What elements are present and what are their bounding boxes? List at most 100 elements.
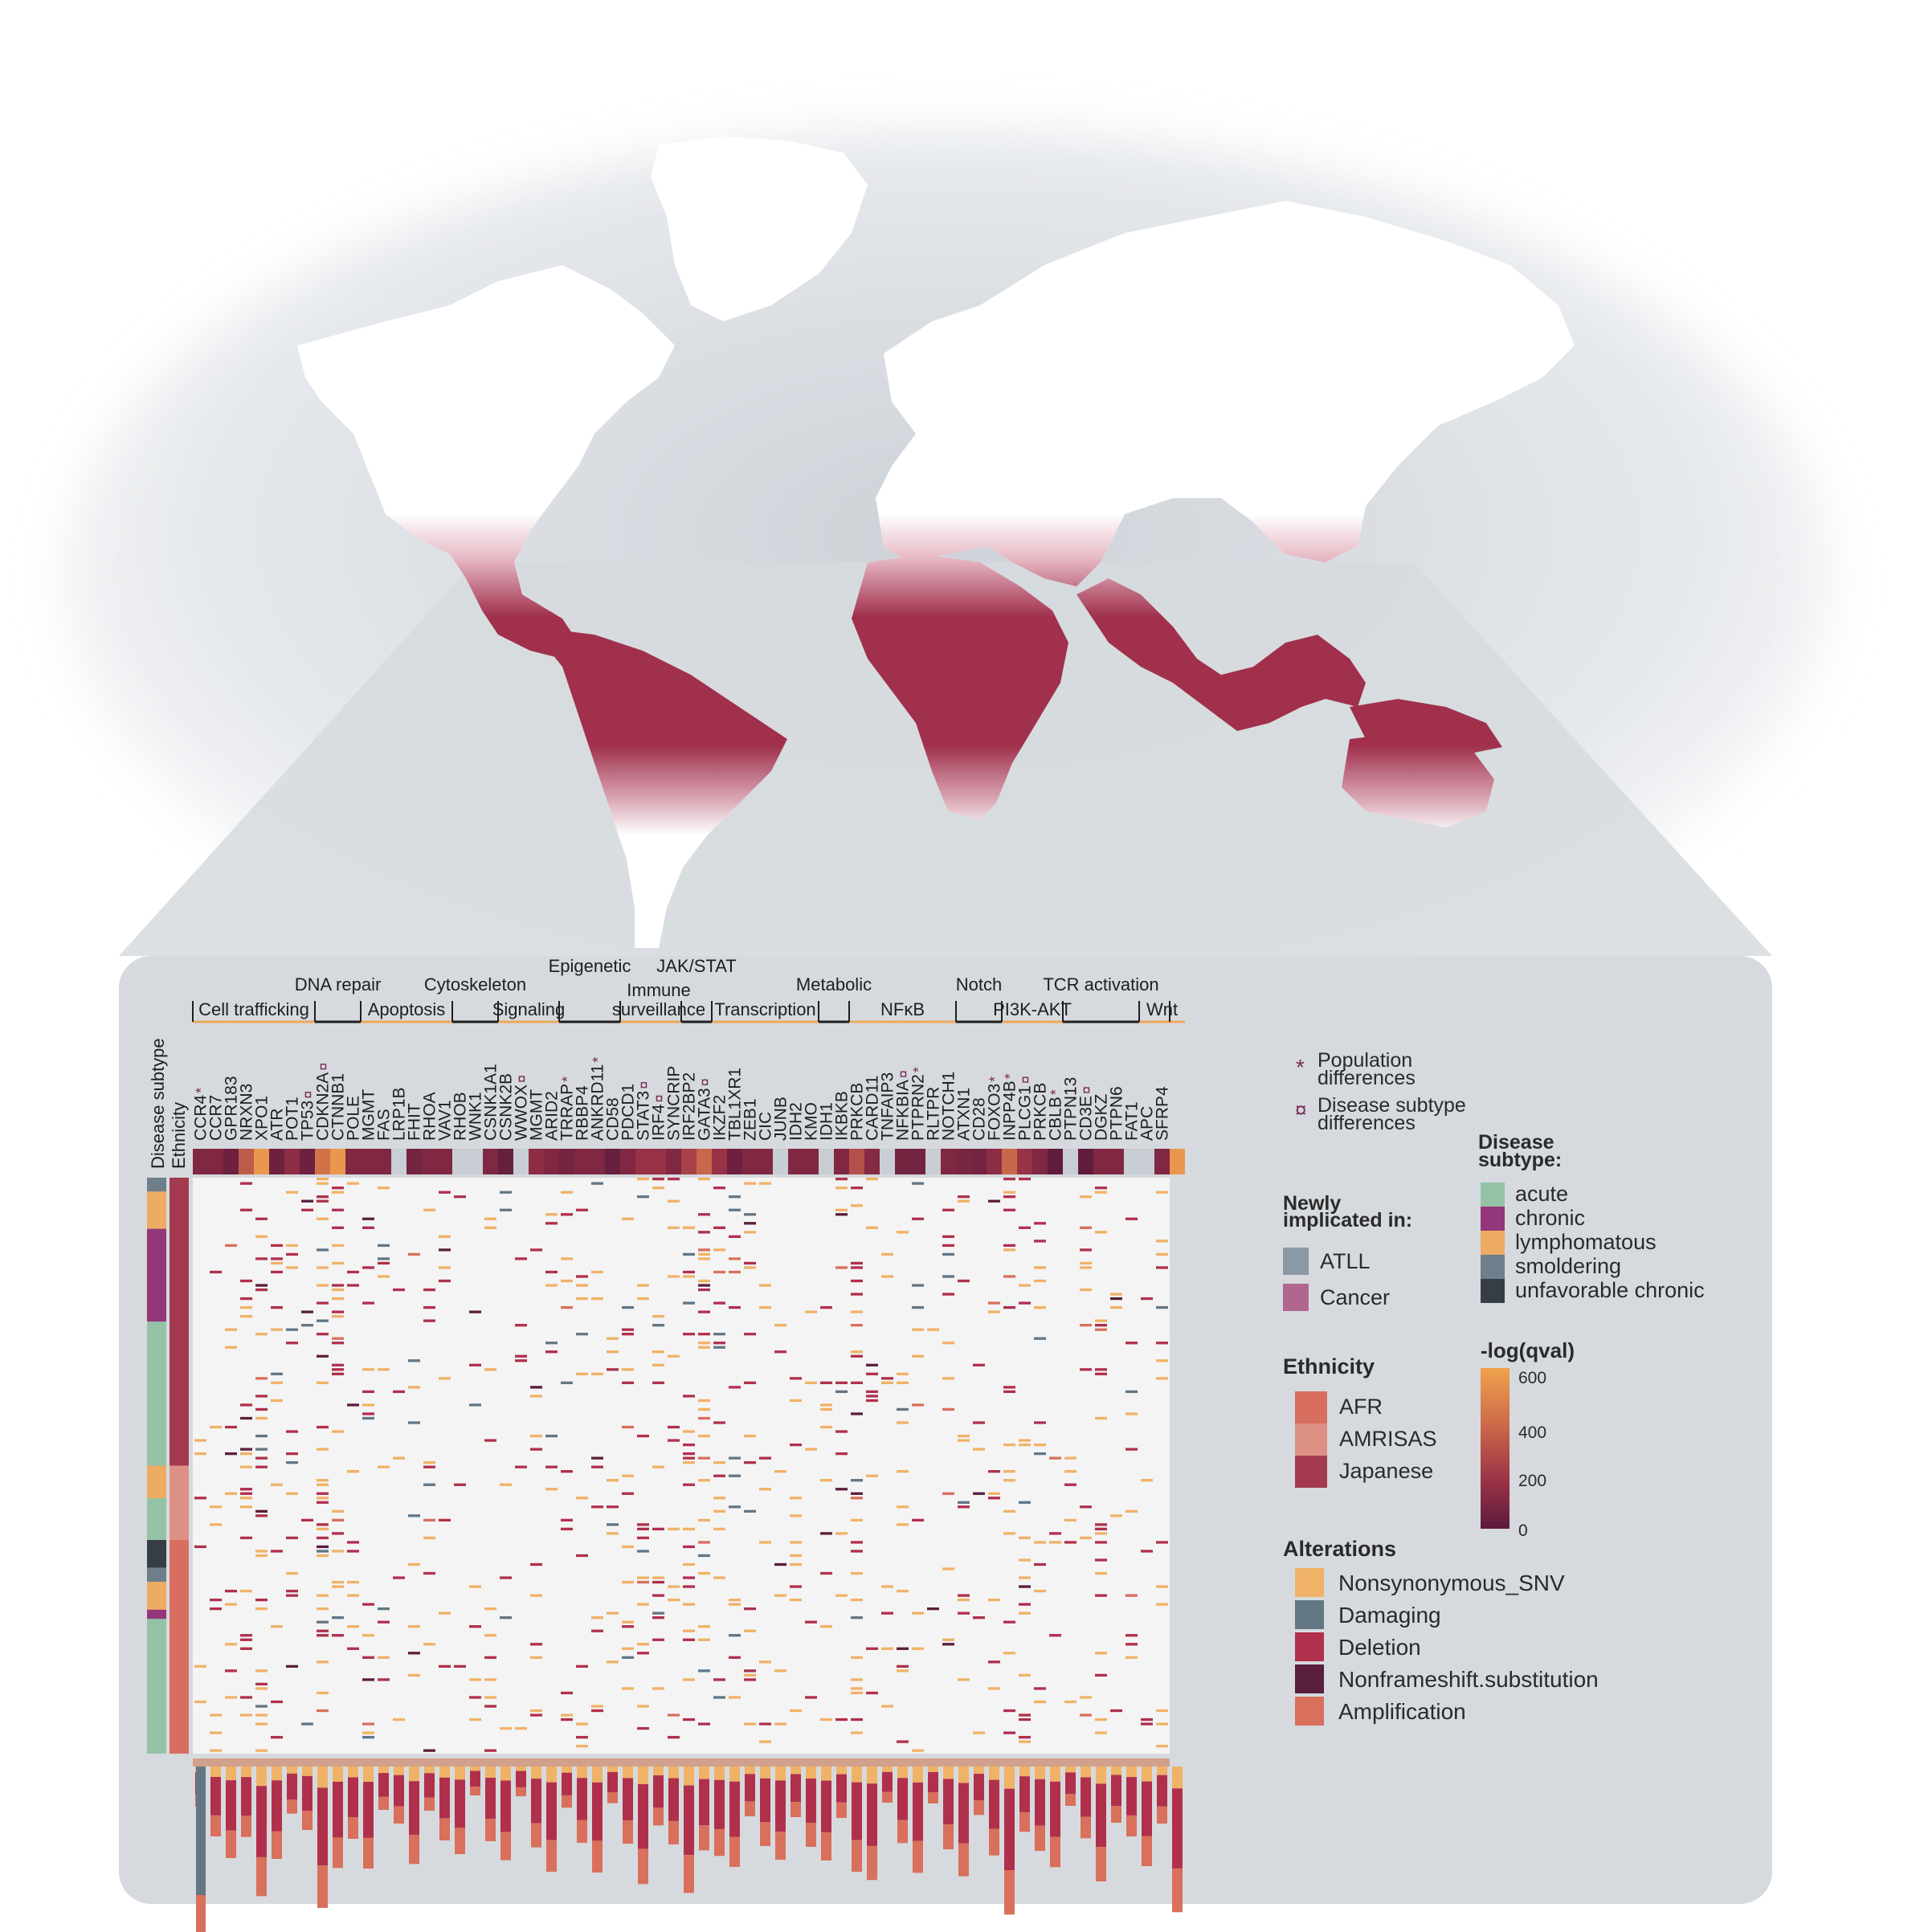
frequency-bar <box>607 1771 618 1792</box>
alteration-cell <box>897 1669 909 1673</box>
alteration-cell <box>1095 1673 1107 1677</box>
frequency-bar <box>1004 1767 1015 1789</box>
alteration-cell <box>713 1696 725 1699</box>
alteration-cell <box>683 1460 695 1464</box>
alteration-cell <box>500 1483 512 1486</box>
alteration-cell <box>759 1722 771 1726</box>
frequency-bar <box>638 1848 648 1885</box>
alteration-cell <box>1003 1305 1015 1309</box>
alteration-cell <box>484 1368 496 1371</box>
alteration-cell <box>454 1195 466 1199</box>
frequency-bar <box>653 1775 664 1808</box>
qval-cell <box>834 1149 849 1174</box>
legend-swatch <box>1481 1279 1505 1303</box>
alteration-cell <box>286 1266 298 1269</box>
alteration-cell <box>240 1465 252 1468</box>
alteration-cell <box>637 1523 649 1526</box>
alteration-cell <box>698 1479 710 1482</box>
alteration-cell <box>1019 1673 1031 1677</box>
gene-label: PLCG1¤ <box>1016 1076 1035 1141</box>
alteration-cell <box>729 1603 741 1606</box>
alteration-cell <box>255 1682 268 1686</box>
mark-text: differences <box>1318 1112 1416 1134</box>
alteration-cell <box>225 1696 237 1699</box>
alteration-cell <box>500 1616 512 1620</box>
qval-cell <box>376 1149 391 1174</box>
alteration-cell <box>729 1257 741 1260</box>
alteration-cell <box>317 1620 329 1624</box>
alteration-cell <box>255 1749 268 1752</box>
gene-label: ATR <box>268 1109 287 1141</box>
frequency-bar <box>1096 1847 1106 1881</box>
qval-cell <box>910 1149 925 1174</box>
alteration-cell <box>286 1430 298 1433</box>
alteration-cell <box>958 1199 970 1203</box>
alteration-cell <box>317 1483 329 1486</box>
alteration-cell <box>897 1523 909 1526</box>
alteration-cell <box>561 1470 573 1473</box>
frequency-bar <box>516 1767 526 1771</box>
alteration-cell <box>1019 1178 1031 1181</box>
mark-symbol: * <box>1296 1055 1305 1080</box>
frequency-bar <box>974 1800 984 1816</box>
alteration-cell <box>713 1460 725 1464</box>
alteration-cell <box>1080 1266 1092 1269</box>
alteration-cell <box>851 1598 863 1602</box>
alteration-cell <box>759 1541 771 1544</box>
alteration-cell <box>744 1509 756 1513</box>
alteration-cell <box>668 1585 680 1588</box>
alteration-cell <box>591 1465 603 1468</box>
gene-label: GPR183 <box>223 1076 241 1141</box>
alteration-cell <box>622 1492 634 1495</box>
alteration-cell <box>622 1656 634 1659</box>
frequency-bar <box>562 1795 572 1808</box>
alteration-cell <box>774 1669 786 1673</box>
alteration-cell <box>851 1731 863 1734</box>
alteration-cell <box>317 1178 329 1181</box>
alteration-cell <box>668 1226 680 1229</box>
frequency-bar <box>546 1767 557 1783</box>
alteration-cell <box>1110 1305 1122 1309</box>
alteration-cell <box>317 1594 329 1597</box>
qval-cell <box>574 1149 590 1174</box>
alteration-cell <box>1003 1248 1015 1252</box>
alteration-cell <box>530 1562 542 1566</box>
frequency-bar <box>500 1832 511 1861</box>
qval-cell <box>1093 1149 1109 1174</box>
alteration-cell <box>1034 1452 1046 1456</box>
alteration-cell <box>683 1456 695 1460</box>
frequency-bar <box>363 1837 374 1869</box>
alteration-cell <box>744 1669 756 1673</box>
frequency-bar <box>394 1806 404 1824</box>
alteration-cell <box>317 1448 329 1451</box>
alteration-cell <box>1019 1611 1031 1615</box>
alteration-cell <box>958 1505 970 1509</box>
alteration-cell <box>255 1288 268 1292</box>
alteration-cell <box>210 1598 222 1602</box>
alteration-cell <box>255 1456 268 1460</box>
alteration-cell <box>225 1603 237 1606</box>
alteration-cell <box>774 1594 786 1597</box>
alteration-cell <box>210 1523 222 1526</box>
alteration-cell <box>774 1470 786 1473</box>
alteration-cell <box>790 1443 802 1447</box>
alteration-cell <box>317 1527 329 1531</box>
alteration-cell <box>1141 1722 1153 1726</box>
frequency-bar <box>638 1783 648 1849</box>
gene-labels: CCR4*CCR7GPR183NRXN3XPO1ATRPOT1TP53¤CDKN… <box>192 1057 1172 1141</box>
alteration-cell <box>530 1386 542 1389</box>
qval-cell <box>895 1149 910 1174</box>
alteration-cell <box>942 1342 954 1345</box>
frequency-bar <box>974 1767 984 1775</box>
alteration-cell <box>851 1541 863 1544</box>
alteration-cell <box>530 1448 542 1451</box>
alteration-cell <box>729 1598 741 1602</box>
qval-cell <box>330 1149 345 1174</box>
alteration-cell <box>576 1664 588 1669</box>
alteration-cell <box>1003 1390 1015 1394</box>
alteration-cell <box>622 1474 634 1477</box>
frequency-bar <box>439 1818 450 1840</box>
frequency-bar <box>1004 1788 1015 1871</box>
alteration-cell <box>988 1660 1000 1664</box>
alteration-cell <box>637 1178 649 1181</box>
